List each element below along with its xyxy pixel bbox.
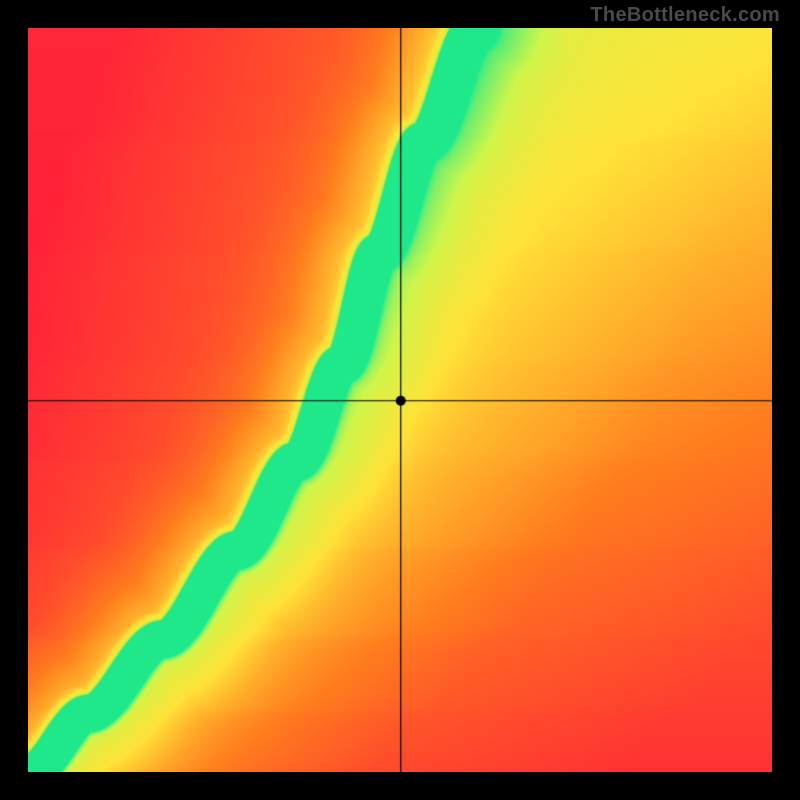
chart-container: TheBottleneck.com xyxy=(0,0,800,800)
watermark-text: TheBottleneck.com xyxy=(590,4,780,27)
bottleneck-heatmap xyxy=(28,28,772,772)
